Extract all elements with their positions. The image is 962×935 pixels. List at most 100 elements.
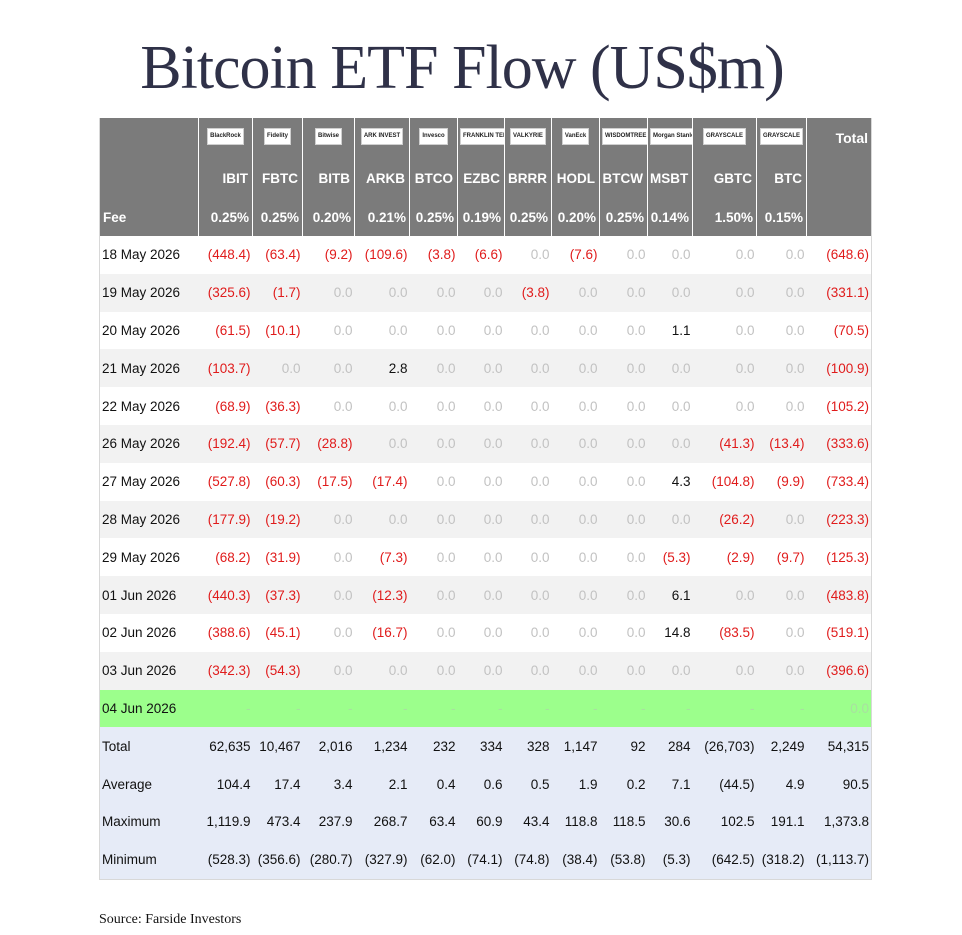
flow-cell: 0.0 bbox=[692, 236, 757, 274]
flow-cell: 0.0 bbox=[756, 500, 807, 539]
flow-cell: 0.0 bbox=[504, 613, 552, 652]
flow-cell: (83.5) bbox=[692, 613, 757, 652]
row-total: (223.3) bbox=[806, 500, 872, 539]
flow-cell: 0.0 bbox=[599, 273, 648, 312]
flow-cell: (3.8) bbox=[409, 236, 458, 274]
issuer-logo: WISDOMTREE bbox=[602, 128, 647, 145]
stats-cell: 268.7 bbox=[354, 802, 410, 841]
row-date: 04 Jun 2026 bbox=[99, 689, 199, 728]
flow-cell: 0.0 bbox=[756, 311, 807, 350]
flow-cell: 0.0 bbox=[551, 538, 600, 577]
row-total: (648.6) bbox=[806, 236, 872, 274]
flow-cell: (37.3) bbox=[252, 576, 303, 614]
stats-cell: (642.5) bbox=[692, 840, 757, 880]
etf-flow-table: BlackRock Fidelity Bitwise ARK INVEST Invesc… bbox=[99, 118, 872, 880]
stats-cell: 232 bbox=[409, 727, 458, 766]
flow-cell: 0.0 bbox=[457, 387, 505, 425]
flow-cell: (54.3) bbox=[252, 651, 303, 690]
flow-cell: (1.7) bbox=[252, 273, 303, 312]
flow-cell: 0.0 bbox=[756, 236, 807, 274]
flow-cell: 0.0 bbox=[692, 273, 757, 312]
flow-cell: 0.0 bbox=[354, 500, 410, 539]
fee-cell: 0.25% bbox=[409, 198, 458, 236]
flow-cell: (325.6) bbox=[198, 273, 253, 312]
stats-cell: 102.5 bbox=[692, 802, 757, 841]
stats-total: 90.5 bbox=[806, 765, 872, 803]
flow-cell: - bbox=[504, 689, 552, 728]
issuer-logo-cell: Morgan Stanley bbox=[647, 118, 693, 158]
flow-cell: (57.7) bbox=[252, 424, 303, 463]
stats-row: Total 62,635 10,467 2,016 1,234 232 334 328 1,14… bbox=[99, 727, 872, 766]
stats-label: Total bbox=[99, 727, 199, 766]
flow-cell: 0.0 bbox=[504, 387, 552, 425]
table-row: 18 May 2026 (448.4) (63.4) (9.2) (109.6) (3.8… bbox=[99, 236, 872, 274]
flow-cell: 0.0 bbox=[409, 349, 458, 388]
flow-cell: (28.8) bbox=[302, 424, 355, 463]
stats-cell: (26,703) bbox=[692, 727, 757, 766]
flow-cell: (60.3) bbox=[252, 462, 303, 501]
flow-cell: 0.0 bbox=[354, 424, 410, 463]
flow-cell: 0.0 bbox=[409, 576, 458, 614]
flow-cell: 0.0 bbox=[756, 387, 807, 425]
flow-cell: 0.0 bbox=[599, 538, 648, 577]
fee-cell: 0.20% bbox=[302, 198, 355, 236]
stats-row: Maximum 1,119.9 473.4 237.9 268.7 63.4 60.9 43.… bbox=[99, 802, 872, 841]
flow-cell: 0.0 bbox=[647, 236, 693, 274]
stats-cell: 63.4 bbox=[409, 802, 458, 841]
flow-cell: (12.3) bbox=[354, 576, 410, 614]
ticker-header: ARKB bbox=[354, 158, 410, 198]
flow-cell: - bbox=[599, 689, 648, 728]
stats-cell: 118.8 bbox=[551, 802, 600, 841]
flow-cell: 0.0 bbox=[551, 387, 600, 425]
flow-cell: (388.6) bbox=[198, 613, 253, 652]
flow-cell: 0.0 bbox=[504, 462, 552, 501]
fee-cell: 1.50% bbox=[692, 198, 757, 236]
issuer-logo-cell: Bitwise bbox=[302, 118, 355, 158]
stats-cell: 4.9 bbox=[756, 765, 807, 803]
row-date: 22 May 2026 bbox=[99, 387, 199, 425]
stats-cell: (62.0) bbox=[409, 840, 458, 880]
flow-cell: - bbox=[354, 689, 410, 728]
table-row: 04 Jun 2026- - - - - - - - - - - -0.0 bbox=[99, 689, 872, 728]
flow-cell: 0.0 bbox=[302, 500, 355, 539]
row-total: (519.1) bbox=[806, 613, 872, 652]
row-total: (483.8) bbox=[806, 576, 872, 614]
header-corner bbox=[99, 118, 199, 158]
stats-cell: 328 bbox=[504, 727, 552, 766]
flow-cell: 0.0 bbox=[409, 538, 458, 577]
row-total: (100.9) bbox=[806, 349, 872, 388]
stats-cell: (318.2) bbox=[756, 840, 807, 880]
flow-cell: 0.0 bbox=[599, 462, 648, 501]
stats-label: Average bbox=[99, 765, 199, 803]
source-note: Source: Farside Investors bbox=[99, 912, 242, 927]
flow-cell: - bbox=[756, 689, 807, 728]
issuer-logo-cell: VanEck bbox=[551, 118, 600, 158]
ticker-header: FBTC bbox=[252, 158, 303, 198]
flow-cell: (2.9) bbox=[692, 538, 757, 577]
stats-cell: 30.6 bbox=[647, 802, 693, 841]
fee-cell: 0.25% bbox=[504, 198, 552, 236]
stats-cell: (327.9) bbox=[354, 840, 410, 880]
ticker-header: BITB bbox=[302, 158, 355, 198]
issuer-logo: Invesco bbox=[419, 128, 448, 145]
issuer-logo: GRAYSCALE bbox=[759, 128, 804, 145]
flow-cell: 0.0 bbox=[647, 349, 693, 388]
table-row: 29 May 2026 (68.2) (31.9) 0.0 (7.3) 0.0 0.0 0.0… bbox=[99, 538, 872, 577]
issuer-logo: Morgan Stanley bbox=[650, 128, 692, 145]
flow-cell: 0.0 bbox=[302, 311, 355, 350]
flow-cell: 0.0 bbox=[457, 349, 505, 388]
header-blank bbox=[806, 198, 872, 236]
row-date: 19 May 2026 bbox=[99, 273, 199, 312]
flow-cell: 0.0 bbox=[457, 311, 505, 350]
stats-cell: (44.5) bbox=[692, 765, 757, 803]
flow-cell: 0.0 bbox=[409, 613, 458, 652]
flow-cell: 0.0 bbox=[551, 349, 600, 388]
issuer-logo-cell: GRAYSCALE bbox=[756, 118, 807, 158]
fee-cell: 0.21% bbox=[354, 198, 410, 236]
flow-cell: (440.3) bbox=[198, 576, 253, 614]
flow-cell: 0.0 bbox=[551, 462, 600, 501]
flow-cell: (41.3) bbox=[692, 424, 757, 463]
row-total: 0.0 bbox=[806, 689, 872, 728]
flow-cell: (448.4) bbox=[198, 236, 253, 274]
stats-cell: 92 bbox=[599, 727, 648, 766]
